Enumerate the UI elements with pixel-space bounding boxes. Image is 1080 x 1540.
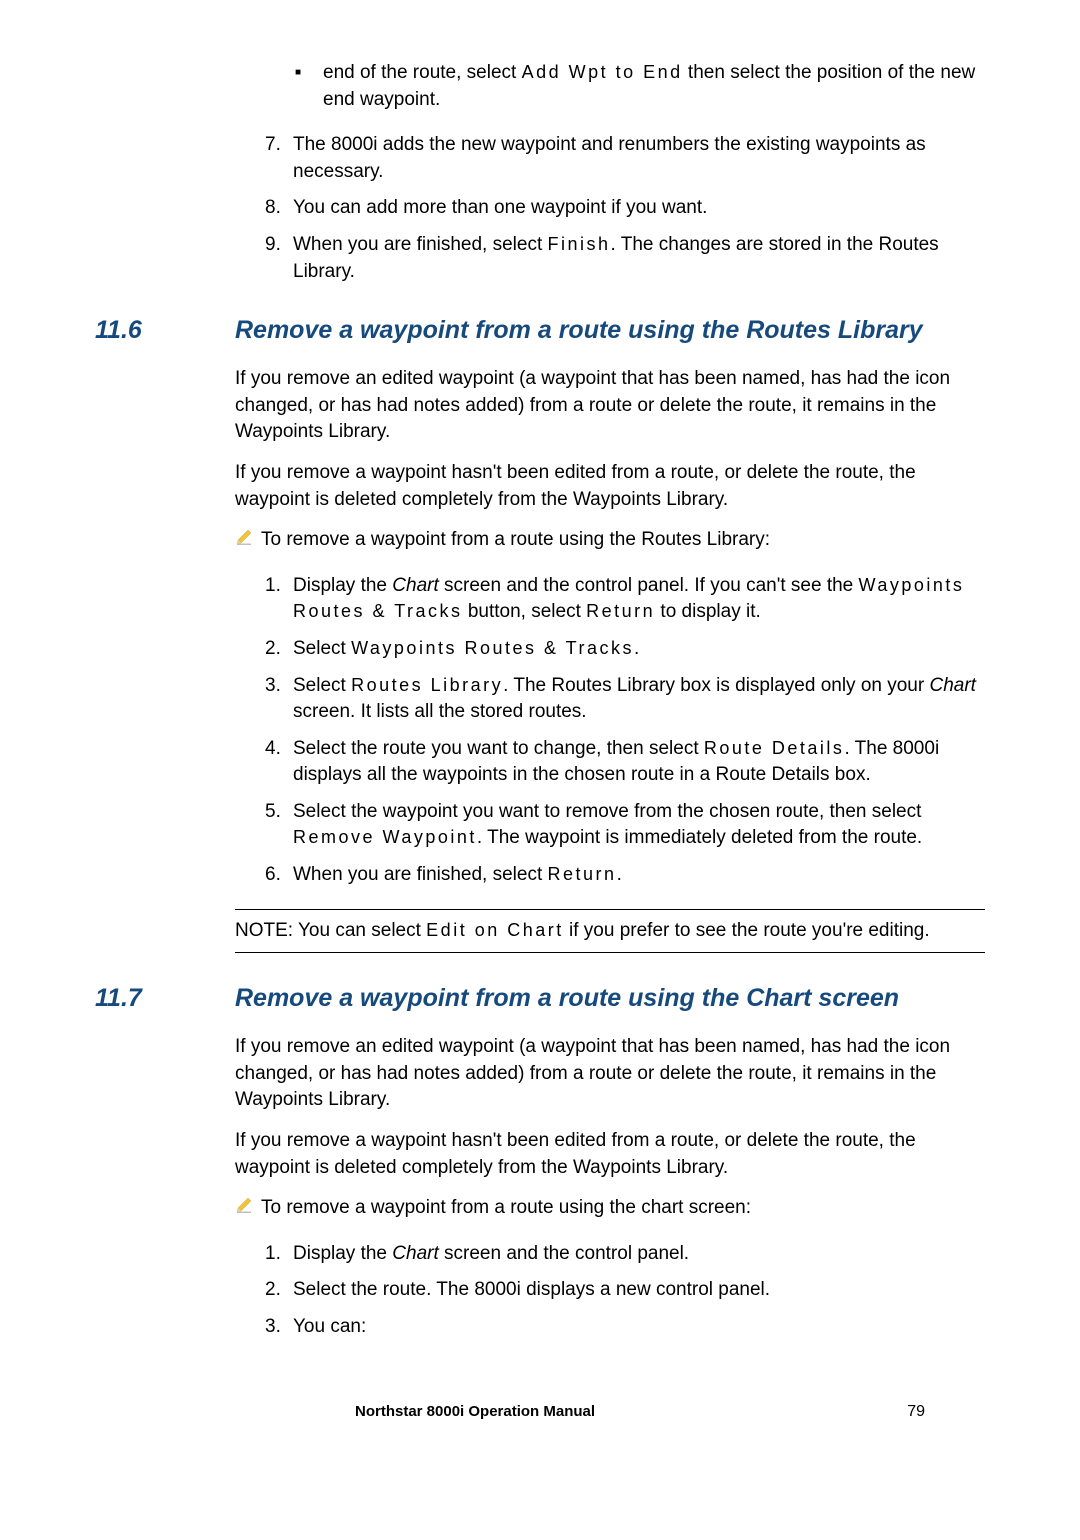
list-text: Display the Chart screen and the control… [293, 1241, 689, 1268]
pencil-icon [235, 527, 261, 554]
list-number: 6. [265, 862, 293, 889]
ordered-list-117: 1.Display the Chart screen and the contr… [265, 1241, 985, 1341]
list-item: 8.You can add more than one waypoint if … [265, 195, 985, 222]
footer-manual-title: Northstar 8000i Operation Manual [355, 1401, 595, 1422]
list-text: Select the route. The 8000i displays a n… [293, 1277, 770, 1304]
section-number: 11.7 [95, 981, 235, 1016]
list-number: 4. [265, 736, 293, 789]
section-number: 11.6 [95, 313, 235, 348]
ui-label: Waypoints Routes & Tracks [351, 638, 634, 658]
list-text: Select the route you want to change, the… [293, 736, 985, 789]
section-title: Remove a waypoint from a route using the… [235, 981, 899, 1016]
list-item: 2.Select the route. The 8000i displays a… [265, 1277, 985, 1304]
list-text: The 8000i adds the new waypoint and renu… [293, 132, 985, 185]
list-text: Select the waypoint you want to remove f… [293, 799, 985, 852]
document-page: ■ end of the route, select Add Wpt to En… [0, 0, 1080, 1463]
procedure-text: To remove a waypoint from a route using … [261, 527, 770, 554]
list-text: Display the Chart screen and the control… [293, 573, 985, 626]
paragraph: If you remove an edited waypoint (a wayp… [235, 366, 985, 446]
list-item: 4.Select the route you want to change, t… [265, 736, 985, 789]
list-item: 7.The 8000i adds the new waypoint and re… [265, 132, 985, 185]
pencil-icon [235, 1195, 261, 1222]
footer-page-number: 79 [907, 1401, 925, 1423]
note-box: NOTE: You can select Edit on Chart if yo… [235, 909, 985, 954]
list-number: 9. [265, 232, 293, 285]
page-footer: Northstar 8000i Operation Manual 79 [95, 1401, 985, 1423]
ui-label: Finish [548, 234, 611, 254]
ui-label: Add Wpt to End [522, 62, 683, 82]
section-title: Remove a waypoint from a route using the… [235, 313, 923, 348]
procedure-intro: To remove a waypoint from a route using … [235, 527, 985, 554]
list-number: 3. [265, 673, 293, 726]
list-item: 6.When you are finished, select Return. [265, 862, 985, 889]
italic-text: Chart [392, 575, 438, 596]
italic-text: Chart [929, 675, 975, 696]
ordered-list-116: 1.Display the Chart screen and the contr… [265, 573, 985, 889]
list-item: 1.Display the Chart screen and the contr… [265, 1241, 985, 1268]
list-text: When you are finished, select Finish. Th… [293, 232, 985, 285]
list-number: 2. [265, 1277, 293, 1304]
text: end of the route, select [323, 62, 522, 83]
list-text: You can: [293, 1314, 366, 1341]
section-heading-117: 11.7 Remove a waypoint from a route usin… [95, 981, 985, 1016]
list-number: 7. [265, 132, 293, 185]
italic-text: Chart [392, 1243, 438, 1264]
list-number: 8. [265, 195, 293, 222]
ui-label: Return [586, 601, 655, 621]
ui-label: Remove Waypoint [293, 827, 477, 847]
bullet-dot: ■ [295, 60, 323, 113]
ui-label: Edit on Chart [426, 920, 564, 940]
list-number: 5. [265, 799, 293, 852]
list-item: 3.Select Routes Library. The Routes Libr… [265, 673, 985, 726]
list-number: 2. [265, 636, 293, 663]
text: if you prefer to see the route you're ed… [564, 920, 930, 941]
list-text: When you are finished, select Return. [293, 862, 622, 889]
paragraph: If you remove a waypoint hasn't been edi… [235, 1128, 985, 1181]
list-text: You can add more than one waypoint if yo… [293, 195, 707, 222]
list-number: 1. [265, 573, 293, 626]
ui-label: Routes Library [351, 675, 503, 695]
paragraph: If you remove a waypoint hasn't been edi… [235, 460, 985, 513]
ui-label: Route Details [704, 738, 845, 758]
list-number: 3. [265, 1314, 293, 1341]
list-item: 5.Select the waypoint you want to remove… [265, 799, 985, 852]
paragraph: If you remove an edited waypoint (a wayp… [235, 1034, 985, 1114]
section-heading-116: 11.6 Remove a waypoint from a route usin… [95, 313, 985, 348]
list-text: Select Waypoints Routes & Tracks. [293, 636, 639, 663]
bullet-text: end of the route, select Add Wpt to End … [323, 60, 985, 113]
list-item: 9.When you are finished, select Finish. … [265, 232, 985, 285]
text: NOTE: You can select [235, 920, 426, 941]
list-item: 1.Display the Chart screen and the contr… [265, 573, 985, 626]
list-text: Select Routes Library. The Routes Librar… [293, 673, 985, 726]
procedure-intro: To remove a waypoint from a route using … [235, 1195, 985, 1222]
list-item: 2.Select Waypoints Routes & Tracks. [265, 636, 985, 663]
bullet-item: ■ end of the route, select Add Wpt to En… [295, 60, 985, 113]
list-item: 3.You can: [265, 1314, 985, 1341]
ordered-list-top: 7.The 8000i adds the new waypoint and re… [265, 132, 985, 285]
ui-label: Return [548, 864, 617, 884]
procedure-text: To remove a waypoint from a route using … [261, 1195, 751, 1222]
list-number: 1. [265, 1241, 293, 1268]
